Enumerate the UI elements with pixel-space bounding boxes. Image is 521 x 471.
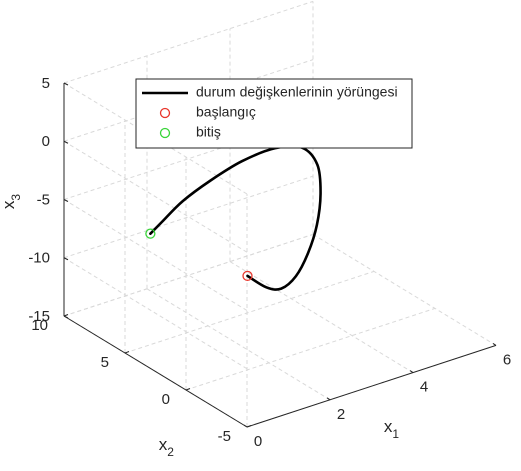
gridline-sidewall-x3	[63, 140, 248, 253]
x2-tick-label: 5	[101, 354, 109, 371]
legend: durum değişkenlerinin yörüngesi başlangıç…	[135, 78, 413, 149]
x2-axis-label: x2	[159, 436, 175, 460]
x1-tick-mark	[243, 424, 248, 428]
x1-axis-label: x1	[384, 418, 400, 442]
x3-tick-mark	[63, 199, 69, 202]
gridline-floor-x2	[124, 270, 375, 354]
x1-tick-label: 2	[337, 406, 345, 423]
x2-tick-mark	[185, 388, 191, 391]
legend-end-marker	[159, 127, 171, 139]
tick-labels: 0 2 4 6 -5 0 5 10-15 -10 -5 0 5	[28, 75, 511, 450]
legend-label: başlangıç	[196, 104, 256, 120]
gridline-sidewall-x3	[63, 257, 248, 370]
gridline-floor-x1	[146, 288, 331, 401]
x3-tick-label: -10	[28, 250, 50, 267]
legend-label: bitiş	[196, 124, 221, 140]
x1-tick-mark	[409, 370, 414, 374]
gridline-backwall-x3	[63, 0, 314, 84]
trajectory-line	[149, 144, 322, 291]
legend-start-marker	[159, 107, 171, 119]
gridline-backwall-x3	[63, 59, 314, 142]
x2-tick-mark	[63, 314, 69, 317]
x1-tick-mark	[326, 397, 331, 401]
gridline-floor-x2	[63, 233, 314, 317]
x2-tick-label: 10	[31, 317, 48, 334]
x1-tick-label: 4	[420, 379, 428, 396]
x2-tick-label: 0	[162, 391, 170, 408]
x3-tick-mark	[63, 82, 69, 86]
gridline-floor-x1	[312, 233, 497, 346]
legend-box	[135, 78, 413, 149]
x3-tick-label: -5	[37, 191, 50, 208]
x3-tick-mark	[63, 315, 69, 319]
gridline-sidewall-x3	[63, 199, 248, 311]
x1-tick-label: 0	[254, 433, 262, 450]
start-point-marker	[242, 270, 253, 282]
x3-tick-mark	[63, 257, 69, 261]
x1-tick-mark	[492, 342, 497, 346]
x2-axis-line	[63, 315, 248, 428]
gridline-floor-x1	[229, 261, 414, 374]
data-series	[145, 144, 322, 291]
end-point-marker	[145, 228, 156, 239]
x1-tick-label: 6	[503, 351, 511, 368]
x3-tick-label: 0	[42, 133, 50, 150]
x1-axis-line	[246, 344, 497, 428]
gridline-floor-x2	[185, 307, 436, 391]
axes	[63, 82, 497, 428]
x2-tick-label: -5	[218, 428, 231, 445]
axis-labels: x1 x2 x3	[0, 194, 399, 460]
x3-tick-label: -15	[28, 308, 50, 325]
x2-tick-mark	[246, 425, 252, 428]
x2-tick-mark	[124, 351, 130, 354]
x3-tick-label: 5	[42, 75, 50, 92]
legend-label: durum değişkenlerinin yörüngesi	[196, 84, 398, 100]
x3-axis-label: x3	[0, 194, 23, 210]
gridline-backwall-x3	[63, 175, 314, 259]
x3-tick-mark	[63, 140, 69, 144]
